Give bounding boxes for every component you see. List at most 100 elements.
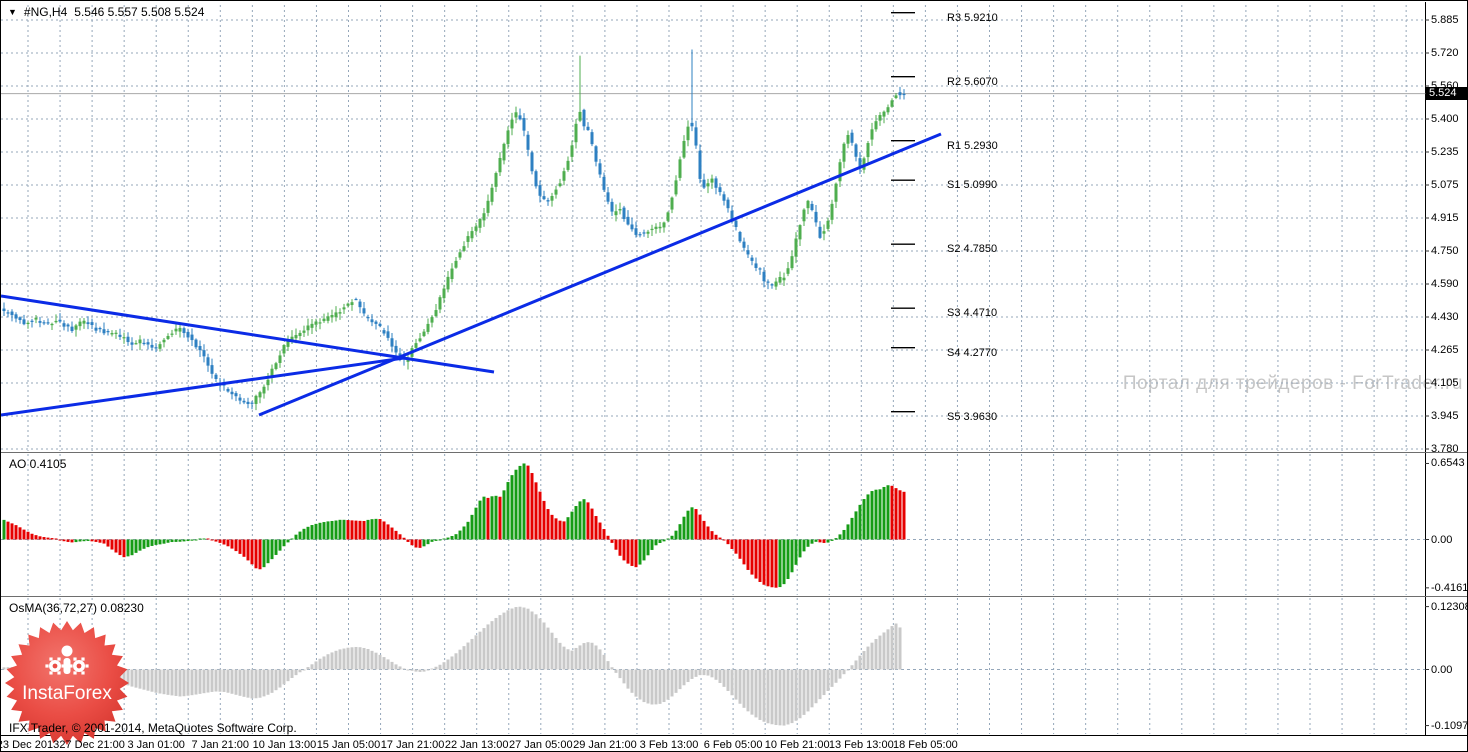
candle-body [858, 158, 862, 168]
osma-bar [530, 611, 534, 670]
candle-body [422, 331, 426, 337]
candle-body [346, 303, 350, 306]
candle-body [254, 395, 258, 404]
osma-bar [730, 669, 734, 696]
ao-bar [706, 526, 710, 540]
osma-bar [230, 669, 234, 694]
time-axis-label: 13 Feb 13:00 [828, 739, 894, 751]
time-axis-label: 3 Feb 13:00 [639, 739, 699, 751]
candle-body [246, 401, 250, 405]
osma-bar [494, 617, 498, 670]
osma-bar [558, 642, 562, 670]
candle-body [822, 231, 826, 234]
pivot-level-label: R2 5.6070 [947, 75, 998, 88]
candle-body [186, 331, 190, 338]
ao-bar [438, 539, 442, 541]
candle-body [330, 315, 334, 318]
candle-body [742, 241, 746, 248]
candle-body [762, 271, 766, 282]
price-axis-label: 5.075 [1431, 179, 1459, 191]
chevron-down-icon[interactable]: ▼ [8, 6, 17, 17]
ao-bar [126, 539, 130, 557]
candle-body [430, 317, 434, 323]
osma-bar [518, 606, 522, 670]
osma-bar [878, 635, 882, 670]
osma-bar [458, 649, 462, 670]
candle-body [686, 126, 690, 141]
osma-bar [426, 669, 430, 671]
ao-bar [6, 521, 10, 540]
candle-body [662, 222, 666, 228]
candle-body [338, 312, 342, 314]
candle-body [718, 187, 722, 193]
candle-body [730, 210, 734, 220]
ao-bar [342, 519, 346, 540]
osma-bar [186, 669, 190, 696]
osma-bar [6, 667, 10, 670]
osma-bar [870, 642, 874, 670]
osma-bar [430, 668, 434, 670]
ao-bar [754, 539, 758, 579]
price-axis-label: 5.720 [1431, 47, 1459, 59]
ao-bar [506, 482, 510, 540]
osma-bar [334, 650, 338, 670]
osma-bar [238, 669, 242, 696]
ao-bar [26, 531, 30, 540]
osma-bar [646, 669, 650, 704]
candle-body [390, 338, 394, 347]
candle-body [310, 323, 314, 328]
ao-bar [418, 539, 422, 548]
ao-bar [762, 539, 766, 585]
ao-bar [830, 539, 834, 541]
candle-body [418, 338, 422, 342]
ao-bar [82, 539, 86, 542]
osma-bar [378, 654, 382, 670]
candle-body [834, 183, 838, 202]
ao-bar [622, 539, 626, 561]
ao-bar [474, 507, 478, 540]
candle-body [358, 301, 362, 308]
candle-body [86, 322, 90, 325]
ao-bar [330, 520, 334, 540]
candle-body [554, 189, 558, 195]
candle-body [658, 226, 662, 229]
ao-bar [518, 465, 522, 540]
ao-bar [238, 539, 242, 554]
ohlc-values: 5.546 5.557 5.508 5.524 [74, 5, 205, 19]
osma-bar [770, 669, 774, 725]
price-axis-label: 5.235 [1431, 146, 1459, 158]
osma-bar [746, 669, 750, 712]
candle-body [454, 260, 458, 268]
candle-body [694, 127, 698, 146]
osma-bar [242, 669, 246, 697]
ao-bar [186, 539, 190, 542]
candle-body [250, 402, 254, 404]
candle-body [10, 311, 14, 316]
osma-bar [2, 667, 6, 670]
osma-bar [810, 669, 814, 708]
ao-bar [246, 539, 250, 561]
candle-body [178, 327, 182, 332]
osma-bar [418, 669, 422, 672]
ao-bar [90, 539, 94, 542]
ao-bar [274, 539, 278, 555]
osma-bar [270, 669, 274, 693]
candle-body [806, 200, 810, 209]
ao-bar [510, 475, 514, 540]
ao-bar [482, 496, 486, 540]
osma-bar [606, 661, 610, 670]
price-axis-label: 4.265 [1431, 344, 1459, 356]
candle-body [470, 231, 474, 239]
ao-bar [470, 514, 474, 540]
candle-body [562, 171, 566, 181]
osma-bar [726, 669, 730, 691]
candle-body [194, 339, 198, 348]
copyright-text: IFX Trader, © 2001-2014, MetaQuotes Soft… [9, 721, 297, 735]
candle-body [534, 171, 538, 187]
candle-body [34, 317, 38, 320]
candle-body [334, 312, 338, 318]
candle-body [810, 203, 814, 211]
candle-body [610, 201, 614, 212]
osma-bar [622, 669, 626, 684]
